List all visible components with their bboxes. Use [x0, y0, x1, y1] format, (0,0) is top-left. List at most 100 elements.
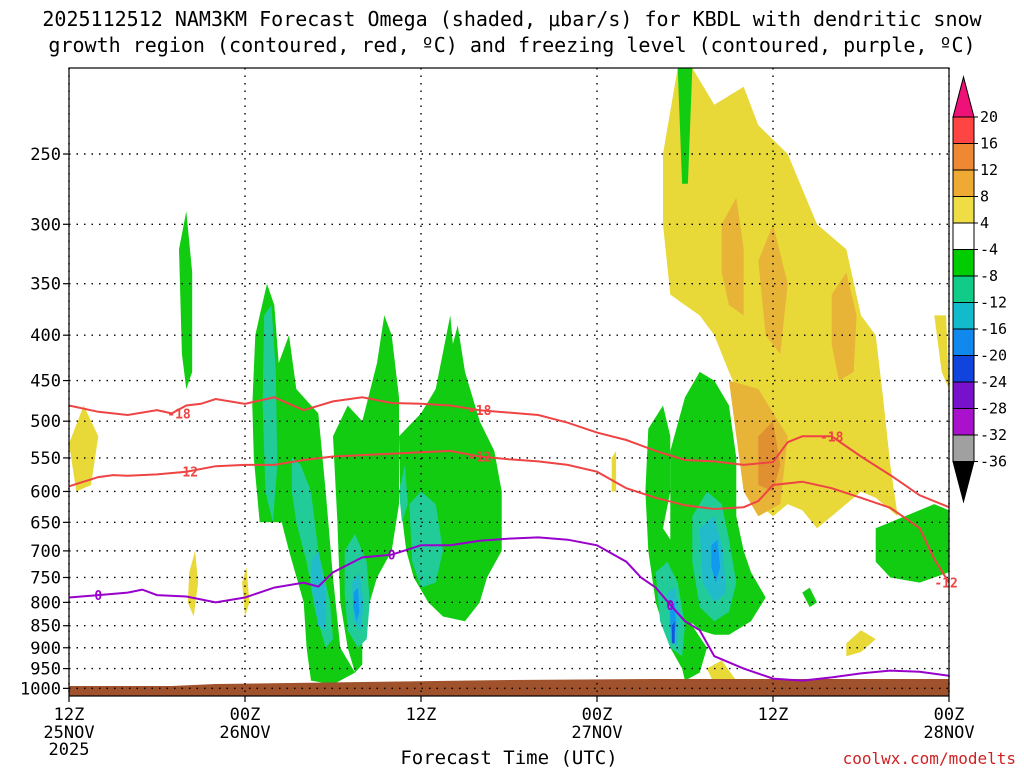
omega-region-ascent-left	[69, 405, 99, 492]
colorbar-segment-4	[952, 196, 975, 224]
ytick-label-850: 850	[30, 617, 61, 637]
omega-region-descent-green-K	[905, 539, 920, 562]
ytick-label-1000: 1000	[20, 679, 61, 699]
xtick-line1-3: 00Z	[582, 705, 613, 725]
ytick-label-300: 300	[30, 215, 61, 235]
colorbar-label-8: -16	[980, 320, 1007, 338]
contour-lines: -18 -18 -18 -12 -12 -12 0 0 0	[68, 396, 958, 682]
omega-region-teal-D	[409, 491, 443, 588]
colorbar-segment-11	[952, 381, 975, 409]
plot-frame	[68, 67, 950, 697]
ground-surface	[69, 679, 949, 696]
omega-region-blue-C	[353, 587, 360, 622]
ytick-label-550: 550	[30, 449, 61, 469]
contour-label-dgz_upper-b: -18	[468, 404, 492, 419]
colorbar-segment-10	[952, 355, 975, 383]
contour-dgz_upper	[68, 396, 950, 509]
contour-dgz_lower	[68, 449, 950, 584]
colorbar-label-6: -8	[980, 267, 998, 285]
colorbar-label-11: -28	[980, 400, 1007, 418]
omega-region-ascent-small-1	[187, 550, 199, 617]
colorbar-label-9: -20	[980, 347, 1007, 365]
contour-label-dgz_lower-a: -12	[175, 466, 198, 481]
omega-region-blue-F	[670, 602, 677, 640]
xtick-line3-0: 2025	[49, 740, 90, 760]
ytick-label-800: 800	[30, 593, 61, 613]
contour-label-freezing-c: 0	[666, 599, 674, 614]
omega-region-ascent-small-6	[809, 405, 820, 451]
omega-region-blue-G	[711, 539, 721, 583]
xtick-line1-1: 00Z	[230, 705, 261, 725]
omega-region-cyan-B	[311, 550, 326, 631]
chart-title-line2: growth region (contoured, red, ºC) and f…	[48, 33, 975, 57]
colorbar-label-10: -24	[980, 373, 1007, 391]
ytick-label-750: 750	[30, 568, 61, 588]
contour-freezing	[68, 536, 950, 682]
ytick-label-900: 900	[30, 639, 61, 659]
ytick-label-350: 350	[30, 275, 61, 295]
omega-region-ascent-small-3	[611, 450, 617, 492]
ytick-label-950: 950	[30, 660, 61, 680]
pressure-axis: 2503003504004505005506006507007508008509…	[20, 145, 69, 699]
ytick-label-500: 500	[30, 412, 61, 432]
chart-title-line1: 2025112512 NAM3KM Forecast Omega (shaded…	[42, 7, 982, 31]
colorbar-label-1: 16	[980, 135, 998, 153]
xtick-line2-0: 25NOV	[43, 723, 94, 743]
colorbar-segment-13	[952, 434, 975, 462]
omega-region-teal-D2	[399, 464, 408, 523]
colorbar-label-5: -4	[980, 241, 998, 259]
xtick-line1-2: 12Z	[406, 705, 437, 725]
contour-label-freezing-b: 0	[388, 549, 396, 564]
omega-region-descent-green-J	[802, 587, 817, 608]
colorbar-segment-7	[952, 275, 975, 303]
colorbar-label-4: 4	[980, 214, 989, 232]
colorbar-bottom-arrow	[952, 461, 975, 504]
colorbar-segment-5	[952, 222, 975, 250]
contour-label-dgz_lower-b: -12	[468, 451, 491, 466]
omega-region-ascent-orange-1	[721, 197, 744, 316]
colorbar-segment-1	[952, 116, 975, 144]
contour-label-dgz_upper-c: -18	[820, 430, 844, 445]
ytick-label-450: 450	[30, 372, 61, 392]
colorbar-segment-12	[952, 408, 975, 436]
omega-region-descent-green-A	[179, 211, 193, 389]
xtick-line1-0: 12Z	[54, 705, 85, 725]
x-axis-label: Forecast Time (UTC)	[400, 747, 617, 768]
colorbar-segment-2	[952, 143, 975, 171]
omega-region-ascent-orange-3	[831, 272, 857, 381]
contour-label-dgz_upper-a: -18	[167, 407, 191, 422]
colorbar-label-12: -32	[980, 426, 1007, 444]
colorbar-segment-8	[952, 302, 975, 330]
colorbar-label-13: -36	[980, 453, 1007, 471]
colorbar-label-0: 20	[980, 108, 998, 126]
colorbar-segment-3	[952, 169, 975, 197]
xtick-line2-1: 26NOV	[219, 723, 270, 743]
colorbar-segment-9	[952, 328, 975, 356]
omega-region-ascent-small-4	[707, 660, 737, 685]
contour-label-freezing-a: 0	[94, 589, 102, 604]
omega-colorbar: 20 16 12 8 4 -4 -8 -12 -16 -20 -24 -28 -32 -36	[952, 75, 1007, 504]
omega-region-ascent-right-edge	[934, 315, 949, 389]
omega-region-ascent-small-2	[242, 567, 250, 617]
omega-region-descent-green-H	[677, 68, 693, 184]
omega-region-ascent-dark-orange	[758, 421, 781, 492]
xtick-line1-4: 12Z	[758, 705, 789, 725]
colorbar-top-arrow	[952, 75, 975, 118]
ytick-label-600: 600	[30, 482, 61, 502]
omega-region-dblue-F	[671, 621, 675, 644]
ytick-label-400: 400	[30, 326, 61, 346]
omega-shading	[69, 68, 949, 685]
ground-fill	[69, 679, 949, 696]
colorbar-segment-6	[952, 249, 975, 277]
omega-region-descent-green-E	[428, 315, 458, 406]
xtick-line2-5: 28NOV	[923, 723, 974, 743]
omega-region-ascent-orange-2	[758, 224, 788, 354]
colorbar-label-7: -12	[980, 294, 1007, 312]
colorbar-label-2: 12	[980, 161, 998, 179]
omega-region-ascent-small-5	[846, 630, 876, 657]
xtick-line2-3: 27NOV	[571, 723, 622, 743]
contour-label-dgz_lower-c: -12	[934, 577, 957, 592]
credit-link[interactable]: coolwx.com/modelts	[843, 749, 1016, 768]
